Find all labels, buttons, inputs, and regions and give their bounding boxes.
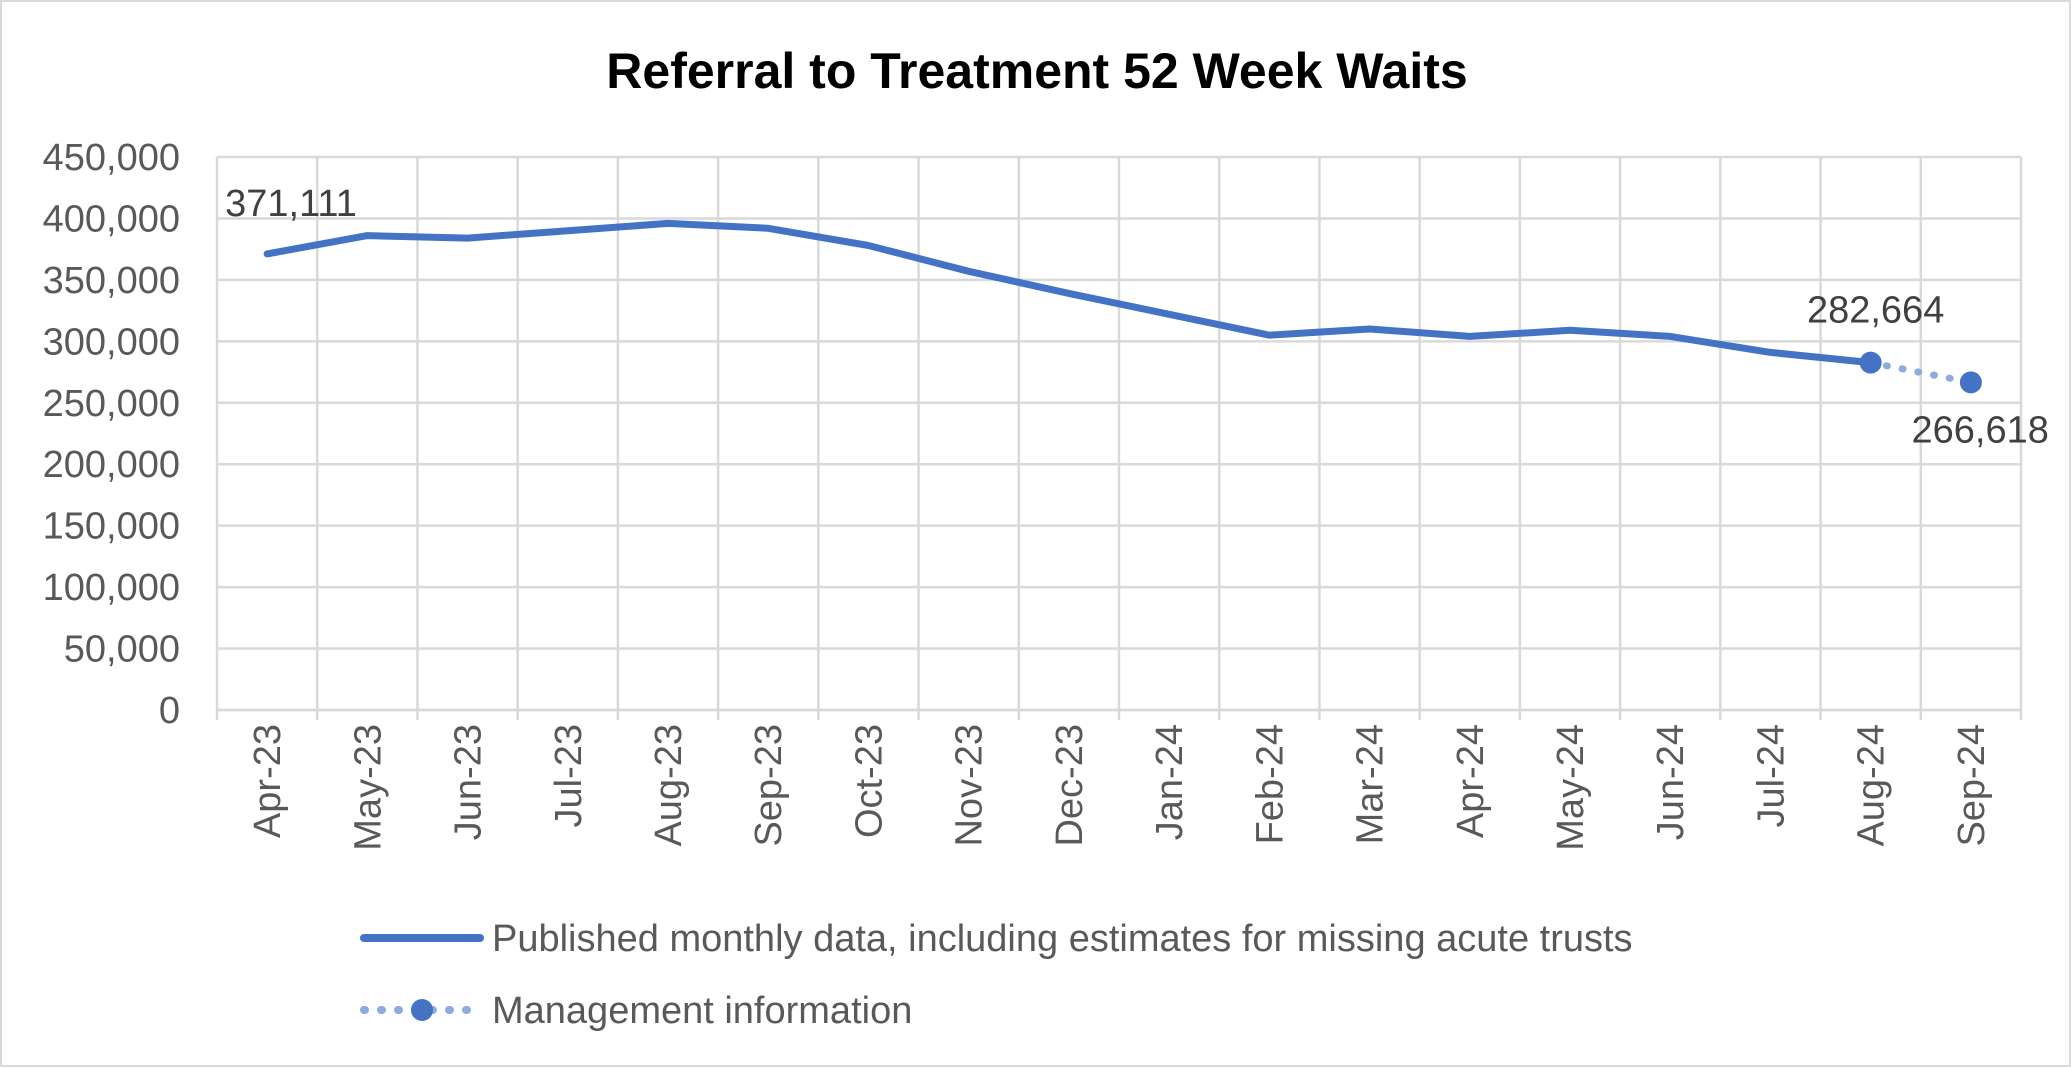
x-axis-tick-labels: Apr-23 May-23 Jun-23 Jul-23 Aug-23 Sep-23 Oct-… — [247, 724, 1993, 851]
x-tick-label: Jun-23 — [448, 724, 490, 840]
series-line-management — [1867, 359, 1975, 386]
x-tick-label: Nov-23 — [949, 724, 991, 847]
x-tick-label: Jul-23 — [548, 724, 590, 828]
data-label: 282,664 — [1807, 290, 1944, 332]
x-tick-label: Oct-23 — [848, 724, 890, 838]
x-tick-label: Sep-23 — [748, 724, 790, 847]
y-tick-label: 450,000 — [43, 137, 180, 179]
x-tick-label: Apr-24 — [1450, 724, 1492, 838]
y-tick-label: 200,000 — [43, 444, 180, 486]
legend: Published monthly data, including estima… — [360, 918, 1633, 1032]
x-tick-label: Feb-24 — [1249, 724, 1291, 844]
legend-label-published: Published monthly data, including estima… — [492, 918, 1633, 960]
series-marker-management — [1859, 351, 1882, 374]
data-label: 371,111 — [225, 183, 357, 225]
y-tick-label: 150,000 — [43, 506, 180, 548]
x-tick-label: May-24 — [1550, 724, 1592, 851]
series-markers — [1859, 351, 1982, 394]
x-tick-label: Aug-23 — [648, 724, 690, 847]
x-tick-label: Jan-24 — [1149, 724, 1191, 840]
y-tick-label: 250,000 — [43, 383, 180, 425]
x-tick-label: Dec-23 — [1049, 724, 1091, 847]
data-labels: 371,111 282,664 266,618 — [225, 183, 2049, 451]
data-label: 266,618 — [1912, 409, 2049, 451]
y-tick-label: 350,000 — [43, 260, 180, 302]
x-tick-label: Apr-23 — [247, 724, 289, 838]
y-axis-tick-labels: 0 50,000 100,000 150,000 200,000 250,000 300,0… — [43, 137, 180, 732]
y-tick-label: 50,000 — [64, 629, 180, 671]
x-tick-label: Aug-24 — [1851, 724, 1893, 847]
y-tick-label: 300,000 — [43, 321, 180, 363]
y-tick-label: 0 — [159, 690, 180, 732]
y-tick-label: 100,000 — [43, 567, 180, 609]
x-tick-label: Sep-24 — [1951, 724, 1993, 847]
x-tick-label: Mar-24 — [1350, 724, 1392, 844]
gridlines — [215, 155, 2023, 720]
series-line-published — [263, 219, 1875, 367]
y-tick-label: 400,000 — [43, 198, 180, 240]
legend-item-published: Published monthly data, including estima… — [360, 918, 1633, 960]
series-lines — [263, 219, 1975, 386]
legend-label-management: Management information — [492, 990, 912, 1032]
x-tick-label: May-23 — [347, 724, 389, 851]
x-tick-label: Jun-24 — [1650, 724, 1692, 840]
legend-item-management: Management information — [360, 990, 912, 1032]
series-marker-management — [1959, 371, 1982, 394]
chart-title: Referral to Treatment 52 Week Waits — [606, 43, 1467, 99]
x-tick-label: Jul-24 — [1750, 724, 1792, 828]
legend-swatch-marker — [411, 999, 433, 1021]
